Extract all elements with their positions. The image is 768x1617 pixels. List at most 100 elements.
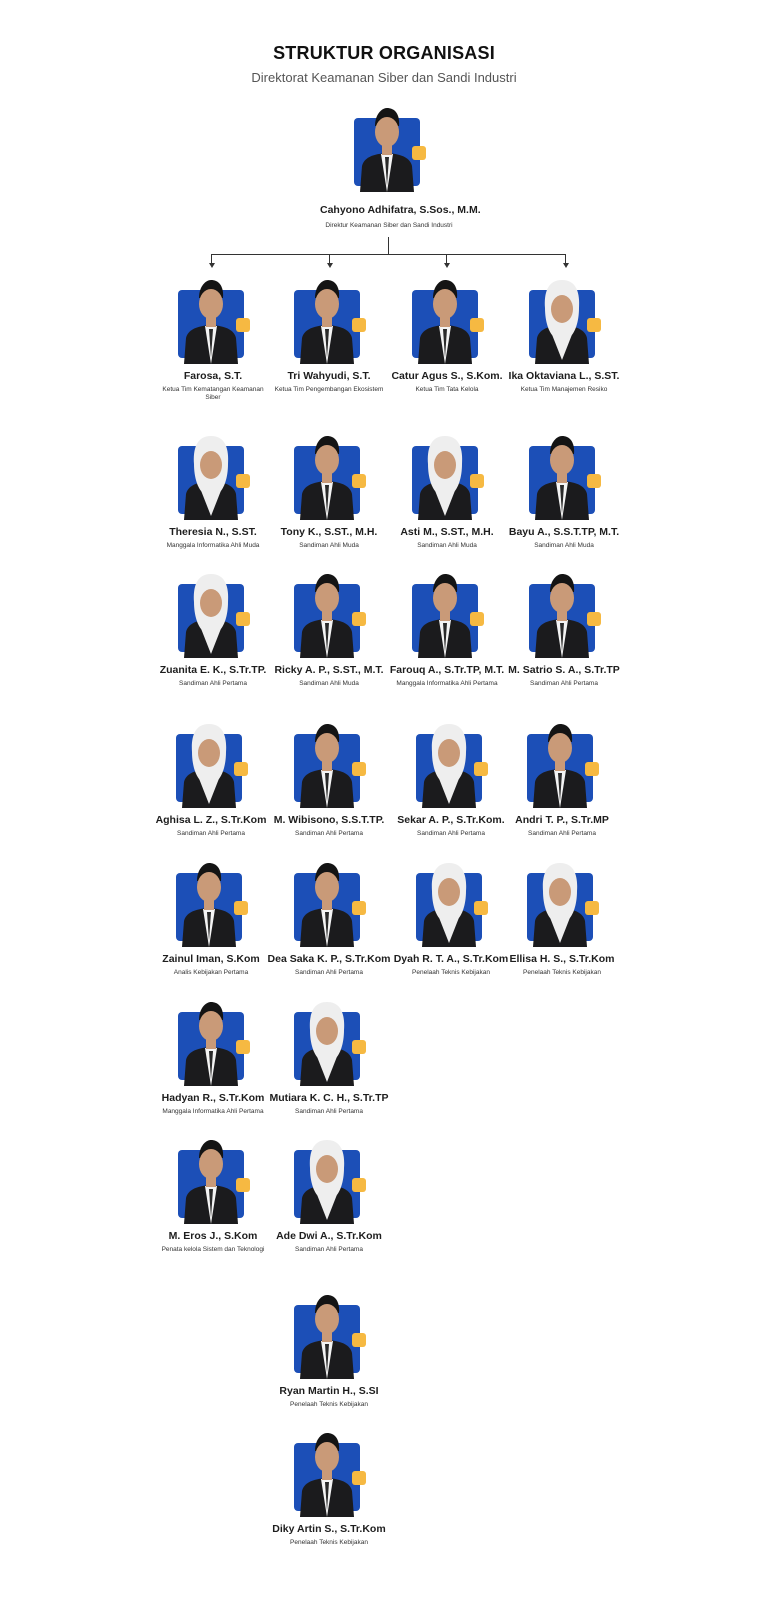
connector-branch bbox=[211, 254, 212, 264]
person-role: Penelaah Teknis Kebijakan bbox=[412, 969, 490, 976]
person-photo bbox=[172, 566, 250, 658]
badge-icon bbox=[352, 612, 366, 626]
person-name: Andri T. P., S.Tr.MP bbox=[515, 814, 609, 826]
badge-icon bbox=[236, 1040, 250, 1054]
badge-icon bbox=[352, 1471, 366, 1485]
connector-arrow bbox=[209, 263, 215, 268]
person-photo bbox=[170, 855, 248, 947]
person-photo bbox=[172, 994, 250, 1086]
badge-icon bbox=[352, 762, 366, 776]
person-name: Hadyan R., S.Tr.Kom bbox=[161, 1092, 265, 1104]
person-photo bbox=[172, 428, 250, 520]
person-role: Penelaah Teknis Kebijakan bbox=[290, 1401, 368, 1408]
person-photo bbox=[523, 272, 601, 364]
person-role: Manggala Informatika Ahli Pertama bbox=[162, 1108, 264, 1115]
person-role: Manggala Informatika Ahli Muda bbox=[166, 542, 260, 549]
page-subtitle: Direktorat Keamanan Siber dan Sandi Indu… bbox=[251, 70, 517, 85]
badge-icon bbox=[470, 318, 484, 332]
person-name: Asti M., S.ST., M.H. bbox=[400, 526, 494, 538]
badge-icon bbox=[587, 474, 601, 488]
badge-icon bbox=[352, 901, 366, 915]
person-photo bbox=[288, 855, 366, 947]
person-name: Ika Oktaviana L., S.ST. bbox=[508, 370, 620, 382]
badge-icon bbox=[585, 901, 599, 915]
person-role: Sandiman Ahli Muda bbox=[299, 542, 359, 549]
person-role: Ketua Tim Tata Kelola bbox=[415, 386, 479, 393]
person-role: Analis Kebijakan Pertama bbox=[173, 969, 249, 976]
person-role: Sandiman Ahli Pertama bbox=[528, 830, 596, 837]
person-name: Farouq A., S.Tr.TP, M.T. bbox=[389, 664, 505, 676]
person-name: Ellisa H. S., S.Tr.Kom bbox=[509, 953, 615, 965]
badge-icon bbox=[236, 474, 250, 488]
connector-branch bbox=[565, 254, 566, 264]
person-name: M. Wibisono, S.S.T.TP. bbox=[273, 814, 385, 826]
person-photo bbox=[521, 855, 599, 947]
badge-icon bbox=[352, 1333, 366, 1347]
person-role: Sandiman Ahli Pertama bbox=[177, 830, 245, 837]
person-name: M. Satrio S. A., S.Tr.TP bbox=[508, 664, 620, 676]
person-name: Cahyono Adhifatra, S.Sos., M.M. bbox=[320, 204, 481, 216]
person-photo bbox=[172, 272, 250, 364]
badge-icon bbox=[234, 762, 248, 776]
connector-arrow bbox=[444, 263, 450, 268]
badge-icon bbox=[234, 901, 248, 915]
person-photo bbox=[288, 1425, 366, 1517]
person-photo bbox=[406, 566, 484, 658]
person-name: Farosa, S.T. bbox=[183, 370, 243, 382]
badge-icon bbox=[352, 1178, 366, 1192]
person-name: Tri Wahyudi, S.T. bbox=[287, 370, 371, 382]
person-photo bbox=[288, 716, 366, 808]
person-role: Sandiman Ahli Muda bbox=[534, 542, 594, 549]
badge-icon bbox=[470, 612, 484, 626]
person-photo bbox=[521, 716, 599, 808]
badge-icon bbox=[352, 474, 366, 488]
person-role: Sandiman Ahli Pertama bbox=[179, 680, 247, 687]
connector-arrow bbox=[327, 263, 333, 268]
person-name: Zuanita E. K., S.Tr.TP. bbox=[159, 664, 267, 676]
person-photo bbox=[523, 566, 601, 658]
badge-icon bbox=[470, 474, 484, 488]
person-name: Catur Agus S., S.Kom. bbox=[391, 370, 503, 382]
person-name: Ade Dwi A., S.Tr.Kom bbox=[276, 1230, 382, 1242]
person-photo bbox=[410, 855, 488, 947]
person-role: Manggala Informatika Ahli Pertama bbox=[396, 680, 498, 687]
person-role: Ketua Tim Pengembangan Ekosistem bbox=[274, 386, 384, 393]
person-photo bbox=[348, 100, 426, 192]
person-role: Sandiman Ahli Pertama bbox=[295, 1246, 363, 1253]
person-role: Penata kelola Sistem dan Teknologi bbox=[161, 1246, 265, 1253]
person-role: Penelaah Teknis Kebijakan bbox=[290, 1539, 368, 1546]
badge-icon bbox=[352, 1040, 366, 1054]
person-photo bbox=[288, 994, 366, 1086]
person-photo bbox=[410, 716, 488, 808]
person-name: M. Eros J., S.Kom bbox=[168, 1230, 258, 1242]
person-role: Sandiman Ahli Muda bbox=[299, 680, 359, 687]
person-photo bbox=[288, 428, 366, 520]
person-name: Theresia N., S.ST. bbox=[169, 526, 257, 538]
person-role: Sandiman Ahli Pertama bbox=[417, 830, 485, 837]
connector-branch bbox=[446, 254, 447, 264]
person-name: Diky Artin S., S.Tr.Kom bbox=[272, 1523, 386, 1535]
badge-icon bbox=[236, 612, 250, 626]
person-name: Bayu A., S.S.T.TP, M.T. bbox=[508, 526, 620, 538]
person-photo bbox=[523, 428, 601, 520]
badge-icon bbox=[585, 762, 599, 776]
person-photo bbox=[288, 1287, 366, 1379]
badge-icon bbox=[412, 146, 426, 160]
person-photo bbox=[288, 272, 366, 364]
person-role: Sandiman Ahli Pertama bbox=[530, 680, 598, 687]
person-name: Zainul Iman, S.Kom bbox=[162, 953, 260, 965]
person-name: Dea Saka K. P., S.Tr.Kom bbox=[267, 953, 391, 965]
person-photo bbox=[170, 716, 248, 808]
person-role: Sandiman Ahli Pertama bbox=[295, 969, 363, 976]
person-photo bbox=[288, 1132, 366, 1224]
person-name: Aghisa L. Z., S.Tr.Kom bbox=[155, 814, 267, 826]
badge-icon bbox=[474, 762, 488, 776]
connector-horizontal bbox=[211, 254, 566, 255]
person-role: Penelaah Teknis Kebijakan bbox=[523, 969, 601, 976]
badge-icon bbox=[587, 318, 601, 332]
person-photo bbox=[172, 1132, 250, 1224]
person-photo bbox=[288, 566, 366, 658]
person-name: Ricky A. P., S.ST., M.T. bbox=[274, 664, 384, 676]
badge-icon bbox=[236, 318, 250, 332]
person-role: Ketua Tim Kematangan Keamanan Siber bbox=[162, 386, 264, 401]
